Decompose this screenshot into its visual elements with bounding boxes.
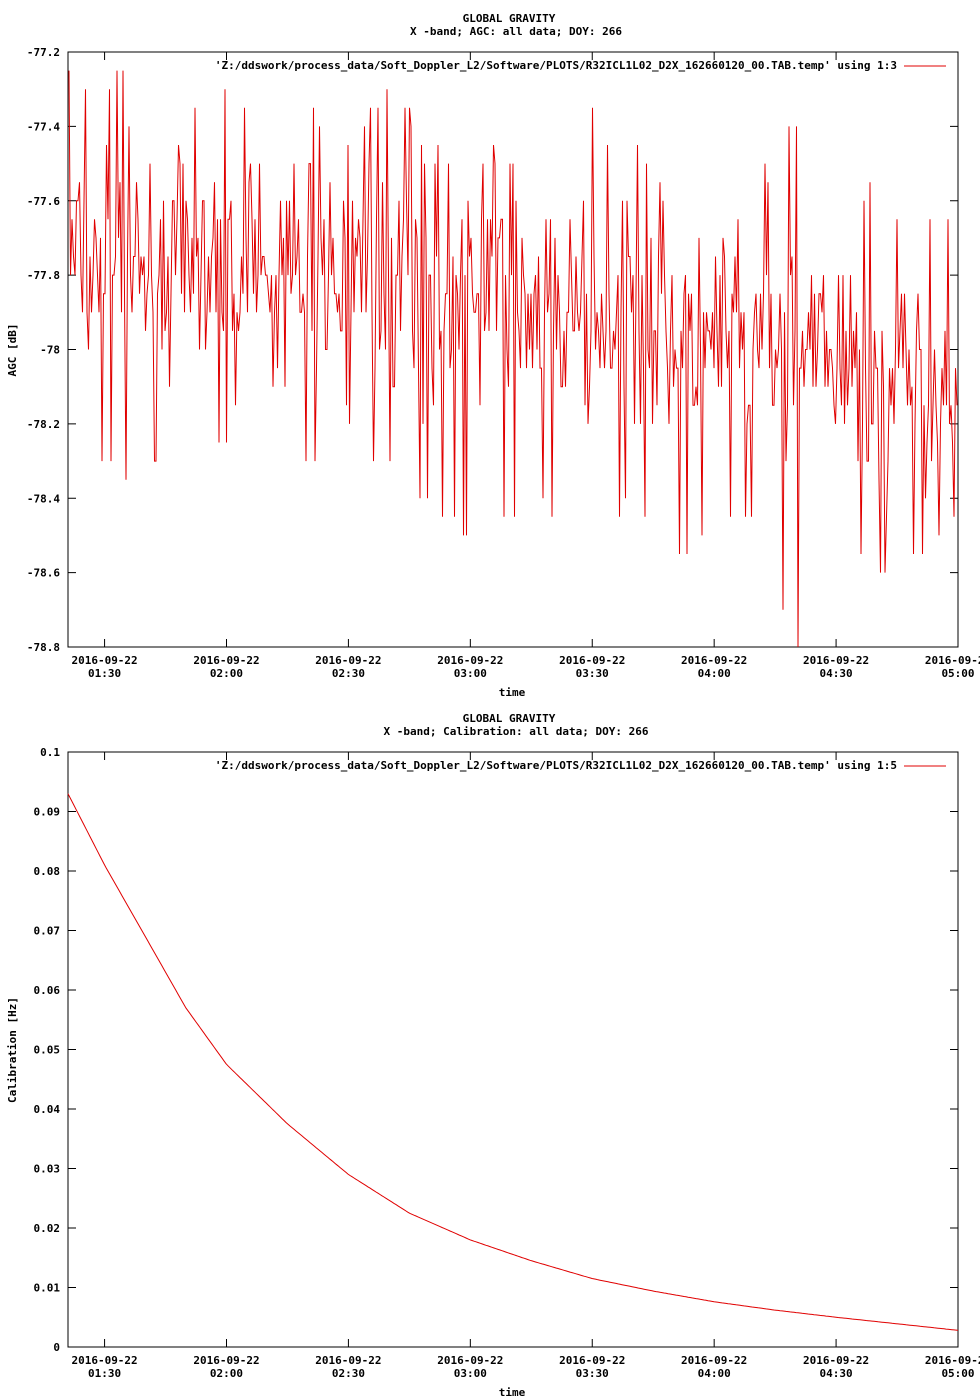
x-tick-time-label: 04:30 bbox=[820, 667, 853, 680]
y-tick-label: 0.05 bbox=[34, 1044, 61, 1057]
x-tick-date-label: 2016-09-22 bbox=[681, 654, 747, 667]
y-tick-label: 0.03 bbox=[34, 1163, 61, 1176]
x-tick-date-label: 2016-09-22 bbox=[315, 1354, 381, 1367]
x-tick-date-label: 2016-09-22 bbox=[559, 1354, 625, 1367]
y-tick-label: -77.4 bbox=[27, 120, 60, 133]
data-series bbox=[68, 70, 958, 648]
x-tick-date-label: 2016-09-22 bbox=[71, 1354, 137, 1367]
agc-series-line bbox=[68, 70, 958, 648]
x-axis-label: time bbox=[499, 1386, 526, 1399]
y-tick-label: -78.6 bbox=[27, 567, 60, 580]
x-ticks: 2016-09-2201:302016-09-2202:002016-09-22… bbox=[71, 52, 980, 680]
x-ticks: 2016-09-2201:302016-09-2202:002016-09-22… bbox=[71, 752, 980, 1380]
y-tick-label: 0.1 bbox=[40, 746, 60, 759]
y-tick-label: -78.4 bbox=[27, 492, 60, 505]
y-tick-label: 0.08 bbox=[34, 865, 61, 878]
x-tick-date-label: 2016-09-22 bbox=[681, 1354, 747, 1367]
x-tick-time-label: 04:00 bbox=[698, 1367, 731, 1380]
y-tick-label: 0.07 bbox=[34, 925, 61, 938]
x-tick-time-label: 02:30 bbox=[332, 1367, 365, 1380]
x-tick-time-label: 03:30 bbox=[576, 1367, 609, 1380]
y-tick-label: -77.6 bbox=[27, 195, 60, 208]
x-tick-time-label: 02:00 bbox=[210, 1367, 243, 1380]
y-tick-label: -78 bbox=[40, 344, 60, 357]
plot-frame bbox=[67, 751, 959, 1348]
x-tick-date-label: 2016-09-22 bbox=[437, 654, 503, 667]
x-tick-date-label: 2016-09-22 bbox=[925, 654, 980, 667]
calibration-series-line bbox=[67, 793, 959, 1331]
chart-title: GLOBAL GRAVITY bbox=[463, 12, 556, 25]
x-tick-date-label: 2016-09-22 bbox=[437, 1354, 503, 1367]
legend-text: 'Z:/ddswork/process_data/Soft_Doppler_L2… bbox=[215, 759, 897, 772]
y-tick-label: 0.06 bbox=[34, 984, 61, 997]
chart-subtitle: X -band; AGC: all data; DOY: 266 bbox=[410, 25, 622, 38]
x-tick-date-label: 2016-09-22 bbox=[315, 654, 381, 667]
x-tick-time-label: 03:30 bbox=[576, 667, 609, 680]
agc-chart: GLOBAL GRAVITY X -band; AGC: all data; D… bbox=[6, 12, 980, 699]
x-tick-time-label: 01:30 bbox=[88, 1367, 121, 1380]
chart-title: GLOBAL GRAVITY bbox=[463, 712, 556, 725]
x-tick-time-label: 04:00 bbox=[698, 667, 731, 680]
x-tick-date-label: 2016-09-22 bbox=[193, 654, 259, 667]
y-axis-label: Calibration [Hz] bbox=[6, 997, 19, 1103]
x-tick-date-label: 2016-09-22 bbox=[925, 1354, 980, 1367]
y-tick-label: 0.04 bbox=[34, 1103, 61, 1116]
x-tick-time-label: 02:30 bbox=[332, 667, 365, 680]
x-tick-time-label: 02:00 bbox=[210, 667, 243, 680]
y-tick-label: 0 bbox=[53, 1341, 60, 1354]
x-tick-time-label: 05:00 bbox=[941, 1367, 974, 1380]
x-tick-date-label: 2016-09-22 bbox=[559, 654, 625, 667]
y-axis-label: AGC [dB] bbox=[6, 324, 19, 377]
y-tick-label: 0.01 bbox=[34, 1282, 61, 1295]
x-tick-time-label: 03:00 bbox=[454, 1367, 487, 1380]
x-tick-time-label: 05:00 bbox=[941, 667, 974, 680]
x-tick-date-label: 2016-09-22 bbox=[71, 654, 137, 667]
y-tick-label: 0.02 bbox=[34, 1222, 61, 1235]
y-ticks: 0.1 0.09 0.08 0.07 0.06 0.05 0.04 0.03 0.02 0.01 0 bbox=[34, 746, 958, 1354]
y-tick-label: -77.2 bbox=[27, 46, 60, 59]
chart-subtitle: X -band; Calibration: all data; DOY: 266 bbox=[384, 725, 649, 738]
x-tick-date-label: 2016-09-22 bbox=[803, 654, 869, 667]
calibration-chart: GLOBAL GRAVITY X -band; Calibration: all… bbox=[6, 712, 980, 1399]
legend-text: 'Z:/ddswork/process_data/Soft_Doppler_L2… bbox=[215, 59, 897, 72]
x-axis-label: time bbox=[499, 686, 526, 699]
x-tick-time-label: 03:00 bbox=[454, 667, 487, 680]
y-ticks: -77.2 -77.4 -77.6 -77.8 -78 -78.2 -78.4 -78.6 -7… bbox=[27, 46, 958, 654]
x-tick-date-label: 2016-09-22 bbox=[803, 1354, 869, 1367]
x-tick-time-label: 04:30 bbox=[820, 1367, 853, 1380]
data-series bbox=[67, 793, 959, 1331]
y-tick-label: -78.8 bbox=[27, 641, 60, 654]
x-tick-time-label: 01:30 bbox=[88, 667, 121, 680]
y-tick-label: 0.09 bbox=[34, 806, 61, 819]
y-tick-label: -78.2 bbox=[27, 418, 60, 431]
x-tick-date-label: 2016-09-22 bbox=[193, 1354, 259, 1367]
y-tick-label: -77.8 bbox=[27, 269, 60, 282]
